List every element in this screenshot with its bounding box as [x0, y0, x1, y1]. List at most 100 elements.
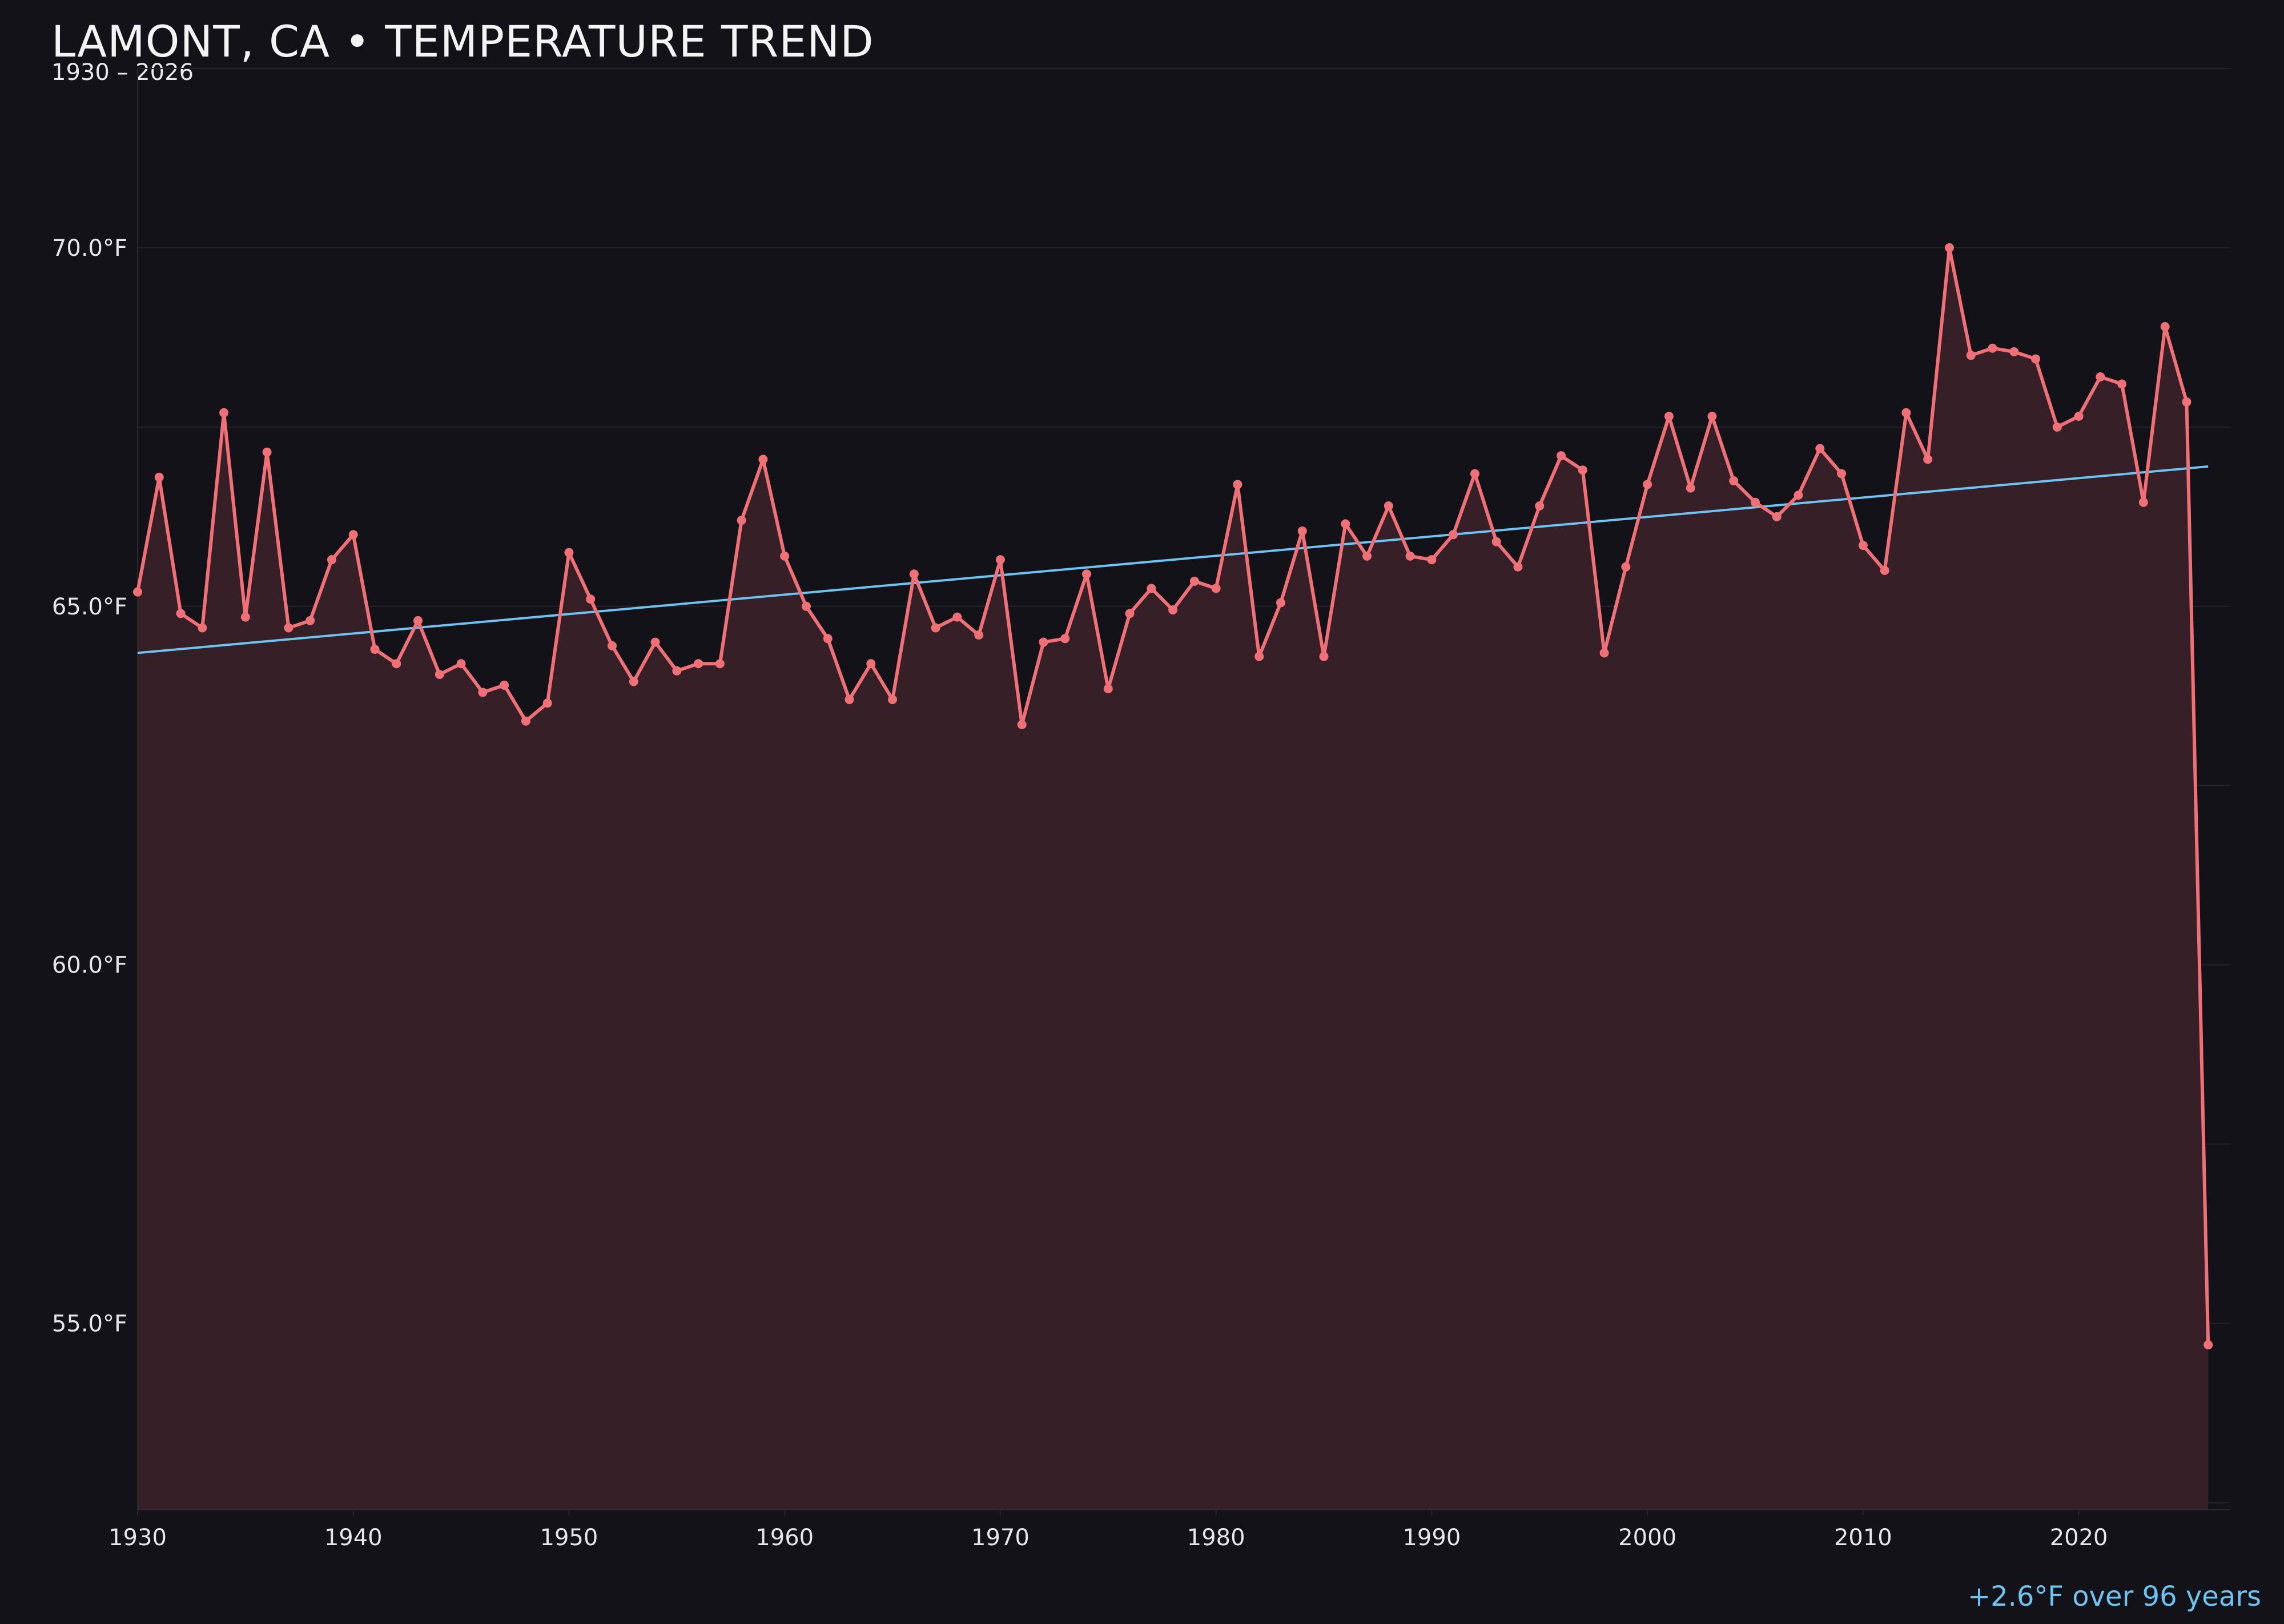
- data-point: [1017, 719, 1027, 729]
- data-point: [2031, 354, 2041, 364]
- data-point: [694, 659, 703, 669]
- data-point: [1233, 480, 1242, 489]
- data-point: [478, 688, 488, 697]
- x-tick-label: 1980: [1187, 1525, 1245, 1551]
- data-point: [1060, 634, 1070, 644]
- data-point: [586, 594, 596, 604]
- data-point: [456, 659, 466, 669]
- series-area-fill: [138, 247, 2209, 1510]
- data-point: [262, 447, 272, 457]
- data-point: [1384, 501, 1393, 510]
- data-point: [715, 659, 725, 669]
- axis-layer: [137, 69, 2230, 1510]
- data-point: [2160, 322, 2170, 332]
- x-tick-label: 2000: [1618, 1525, 1676, 1551]
- data-point: [392, 659, 401, 669]
- data-point: [1189, 576, 1199, 586]
- data-point: [952, 612, 962, 622]
- x-tick-label: 2020: [2050, 1525, 2108, 1551]
- data-point: [1427, 555, 1437, 565]
- data-point: [1557, 451, 1566, 461]
- data-point: [521, 716, 530, 726]
- data-point: [1449, 530, 1458, 540]
- point-layer: [133, 243, 2213, 1350]
- data-point: [780, 551, 790, 561]
- data-point: [1147, 584, 1156, 593]
- data-point: [327, 555, 336, 565]
- x-tick-label: 1970: [971, 1525, 1030, 1551]
- data-point: [1599, 648, 1609, 658]
- data-point: [1211, 584, 1221, 593]
- data-point: [348, 530, 358, 540]
- data-point: [1750, 497, 1760, 507]
- data-point: [1923, 455, 1933, 464]
- data-point: [1901, 408, 1911, 417]
- data-point: [608, 641, 617, 650]
- data-point: [888, 695, 898, 705]
- data-point: [629, 677, 638, 686]
- data-point: [1578, 465, 1587, 475]
- data-point: [305, 616, 315, 625]
- data-point: [1491, 537, 1501, 546]
- data-point: [823, 634, 833, 644]
- data-point: [1729, 476, 1739, 486]
- data-point: [1686, 483, 1695, 493]
- data-point: [1405, 551, 1415, 561]
- data-point: [219, 408, 229, 417]
- trend-annotation: +2.6°F over 96 years: [1967, 1581, 2261, 1613]
- y-tick-label: 65.0°F: [52, 594, 127, 620]
- area-layer: [138, 247, 2209, 1510]
- data-point: [1837, 469, 1847, 479]
- data-point: [1944, 243, 1954, 252]
- y-tick-label: 70.0°F: [52, 235, 127, 262]
- data-point: [1664, 412, 1674, 421]
- data-point: [2117, 379, 2127, 389]
- data-point: [1535, 501, 1545, 510]
- x-tick-label: 1950: [540, 1525, 598, 1551]
- trend-line: [137, 465, 2209, 654]
- data-point: [1621, 562, 1631, 572]
- data-point: [1815, 444, 1825, 453]
- data-point: [2138, 497, 2148, 507]
- data-point: [1082, 569, 1092, 579]
- data-point: [974, 630, 984, 640]
- data-point: [758, 455, 768, 464]
- data-point: [1858, 541, 1868, 550]
- data-point: [1880, 566, 1889, 576]
- data-point: [1103, 684, 1113, 694]
- data-point: [1772, 512, 1782, 521]
- data-point: [240, 612, 250, 622]
- data-point: [500, 680, 509, 690]
- data-point: [2203, 1340, 2213, 1350]
- data-point: [2096, 372, 2105, 381]
- data-point: [909, 569, 919, 579]
- x-tick-label: 2010: [1834, 1525, 1892, 1551]
- chart-subtitle: 1930 – 2026: [51, 59, 194, 86]
- data-point: [845, 695, 854, 705]
- data-point: [1988, 343, 1997, 353]
- data-point: [198, 623, 207, 633]
- data-point: [370, 645, 380, 654]
- data-point: [1297, 526, 1307, 536]
- data-point: [564, 548, 574, 557]
- data-point: [176, 609, 186, 618]
- y-tick-label: 60.0°F: [52, 952, 127, 979]
- data-point: [1643, 480, 1652, 489]
- chart-title: LAMONT, CA • TEMPERATURE TREND: [51, 16, 874, 67]
- data-point: [801, 601, 811, 611]
- data-point: [435, 670, 444, 680]
- x-tick-label: 1960: [755, 1525, 814, 1551]
- data-point: [1319, 652, 1329, 661]
- data-point: [866, 659, 876, 669]
- data-point: [1513, 562, 1523, 572]
- data-point: [2182, 397, 2191, 407]
- data-point: [542, 698, 552, 708]
- data-point: [650, 637, 660, 647]
- data-point: [1707, 412, 1717, 421]
- data-point: [1794, 491, 1803, 500]
- data-point: [2074, 412, 2084, 421]
- data-point: [1254, 652, 1264, 661]
- data-point: [931, 623, 940, 633]
- data-point: [413, 616, 423, 625]
